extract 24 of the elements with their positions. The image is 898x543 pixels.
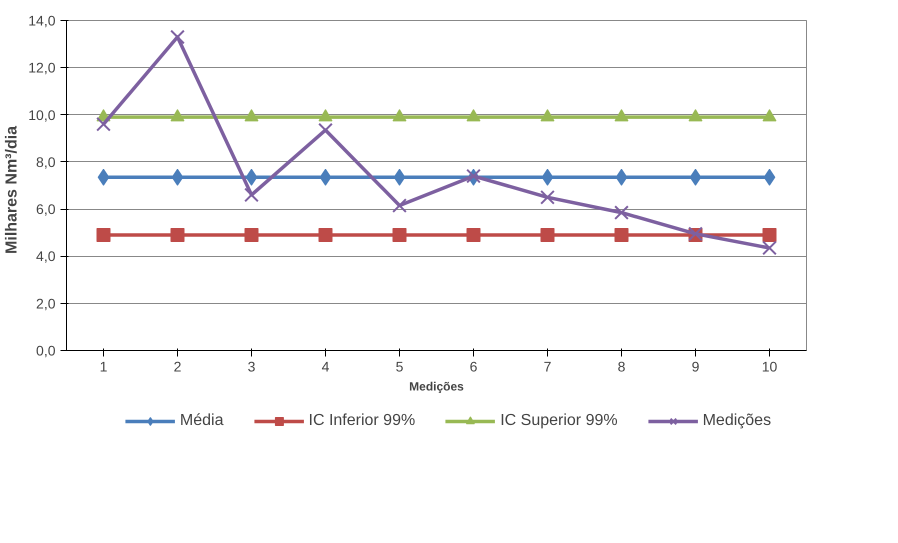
x-tick-label: 1	[100, 358, 108, 374]
legend-label: IC Inferior 99%	[308, 412, 416, 430]
x-tick-label: 2	[174, 358, 182, 374]
x-tick-label: 8	[618, 358, 626, 374]
x-tick-label: 6	[470, 358, 478, 374]
x-tick-label: 3	[248, 358, 256, 374]
y-axis-title: Milhares Nm³/dia	[3, 126, 20, 254]
legend-label: Medições	[702, 412, 772, 430]
y-tick-label: 4,0	[36, 248, 56, 264]
y-tick-label: 2,0	[36, 295, 56, 312]
y-tick-label: 10,0	[28, 106, 56, 123]
x-tick-label: 10	[762, 358, 778, 374]
y-tick-label: 14,0	[28, 12, 56, 28]
y-tick-label: 6,0	[36, 201, 56, 218]
y-tick-label: 12,0	[28, 60, 56, 76]
y-tick-label: 0,0	[36, 342, 56, 358]
legend-label: Média	[180, 412, 224, 430]
x-tick-label: 5	[396, 358, 404, 374]
x-tick-label: 4	[322, 358, 330, 374]
y-tick-label: 8,0	[36, 154, 56, 170]
legend-label: IC Superior 99%	[500, 412, 618, 430]
x-tick-label: 7	[544, 358, 552, 374]
x-axis-title: Medições	[409, 380, 464, 394]
x-tick-label: 9	[692, 358, 700, 374]
